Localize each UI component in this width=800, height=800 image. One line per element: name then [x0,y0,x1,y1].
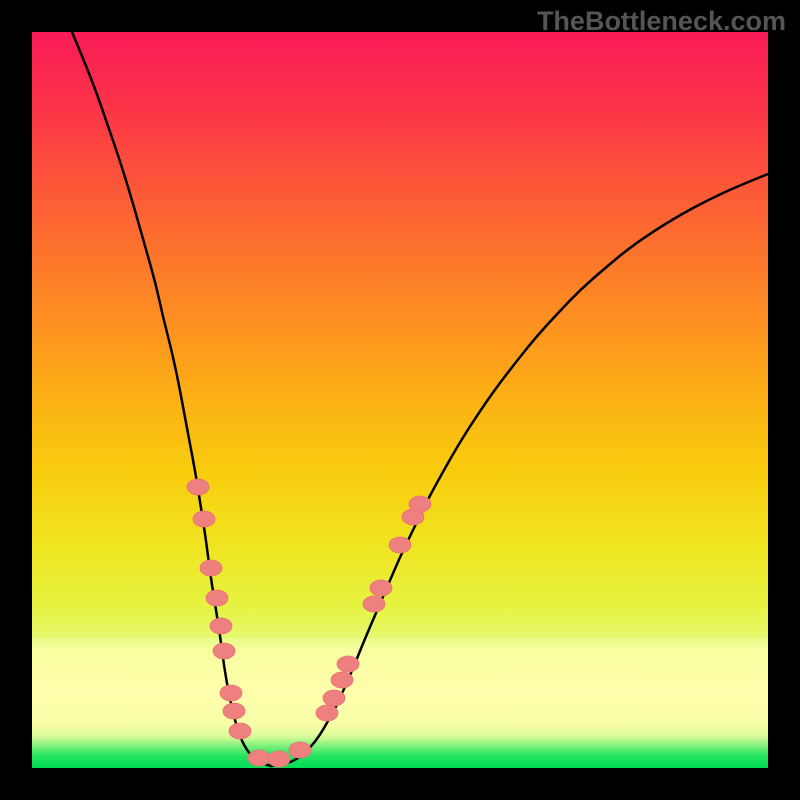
data-marker [206,590,228,606]
plot-area [32,32,768,768]
bottleneck-chart [32,32,768,768]
data-marker [248,750,270,766]
data-marker [220,685,242,701]
data-marker [289,742,311,758]
gradient-background [32,32,768,768]
data-marker [210,618,232,634]
chart-frame: TheBottleneck.com [0,0,800,800]
data-marker [331,672,353,688]
watermark-text: TheBottleneck.com [537,6,786,37]
data-marker [316,705,338,721]
data-marker [409,496,431,512]
data-marker [229,723,251,739]
data-marker [187,479,209,495]
data-marker [337,656,359,672]
data-marker [268,751,290,767]
data-marker [200,560,222,576]
data-marker [370,580,392,596]
data-marker [213,643,235,659]
data-marker [363,596,385,612]
data-marker [223,703,245,719]
data-marker [193,511,215,527]
data-marker [389,537,411,553]
data-marker [323,690,345,706]
